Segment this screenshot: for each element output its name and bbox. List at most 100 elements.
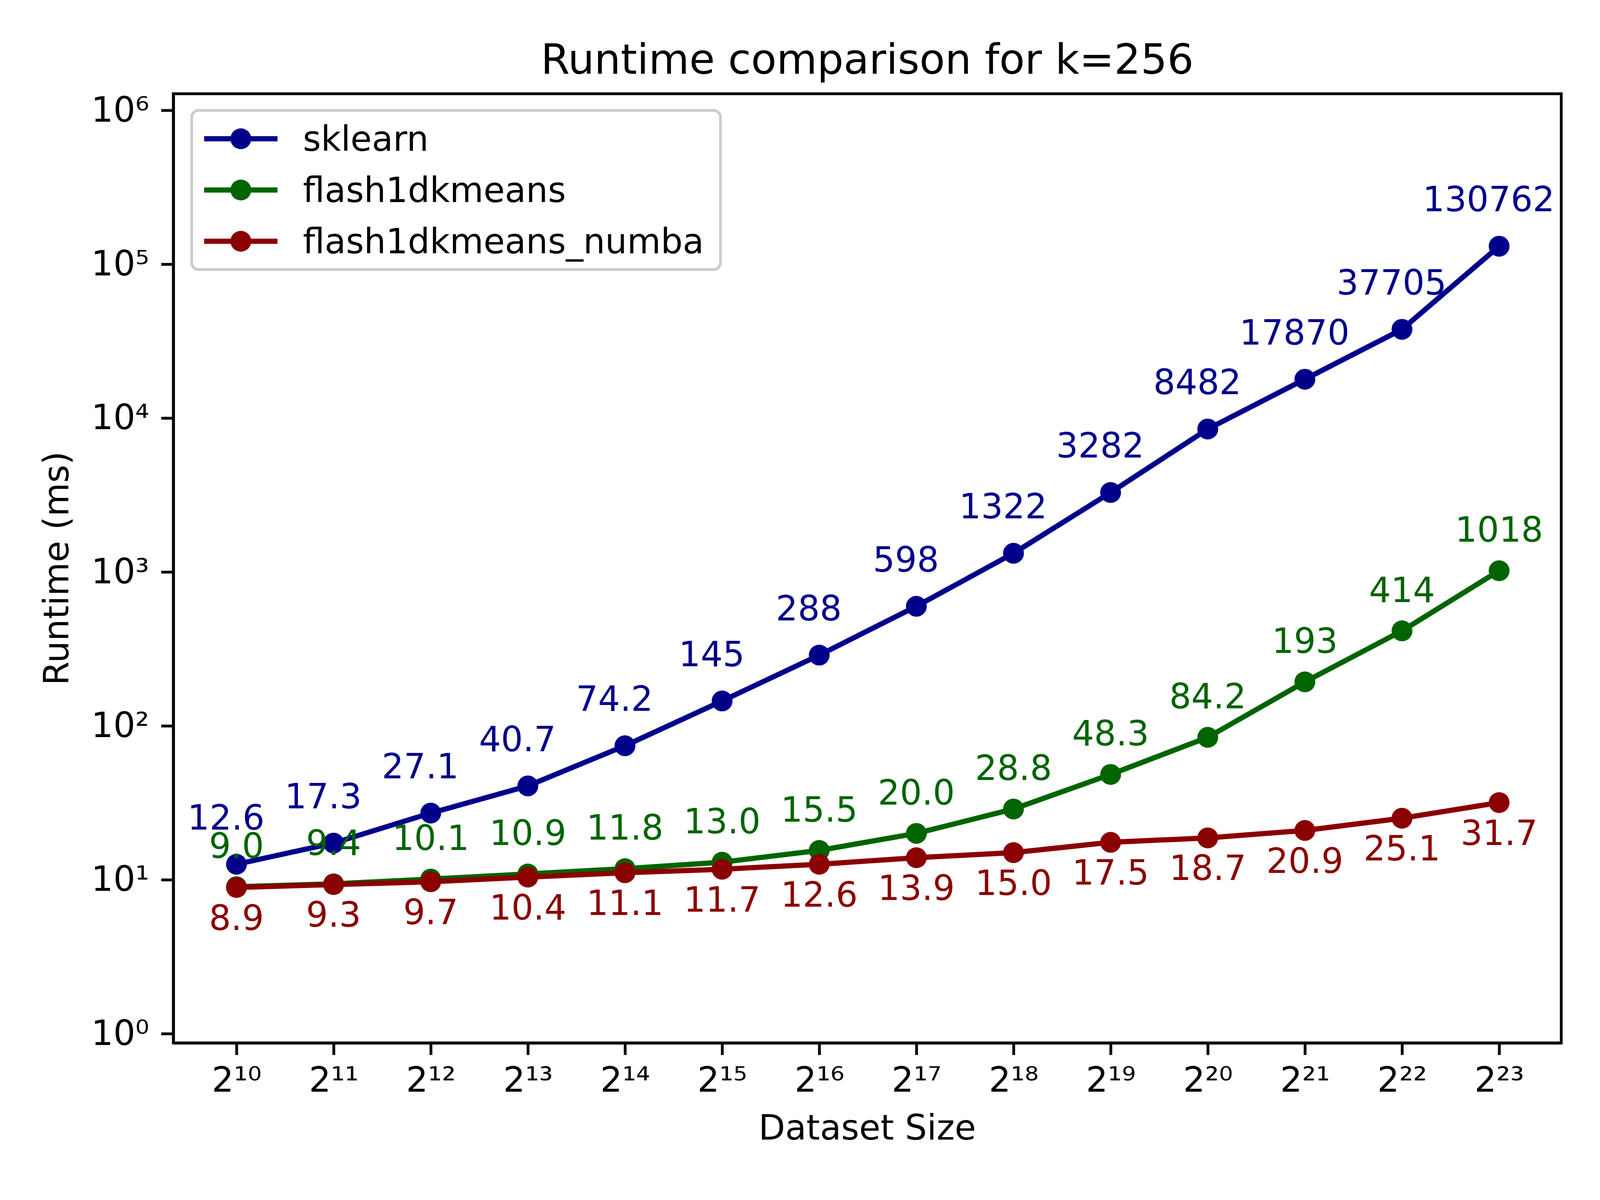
data-label: 3282 [1056, 425, 1145, 466]
data-label: 18.7 [1169, 847, 1247, 889]
point [1100, 832, 1121, 853]
x-tick: 2¹⁶ [794, 1042, 845, 1100]
x-tick-mark [915, 1042, 918, 1055]
legend-label: flash1dkmeans [302, 170, 566, 211]
y-tick-label: 10³ [91, 551, 150, 592]
x-tick-mark [429, 1042, 433, 1055]
data-label: 414 [1369, 570, 1435, 611]
x-tick-label: 2¹² [406, 1059, 456, 1100]
x-tick-mark [1109, 1042, 1113, 1055]
title: Runtime comparison for k=256 [540, 35, 1194, 84]
data-label: 9.3 [306, 894, 362, 935]
plot: 2¹⁰2¹¹2¹²2¹³2¹⁴2¹⁵2¹⁶2¹⁷2¹⁸2¹⁹2²⁰2²¹2²²2… [91, 89, 1562, 1100]
point [1488, 560, 1510, 582]
data-label: 8.9 [209, 897, 265, 939]
data-label: 193 [1271, 620, 1338, 662]
x-tick: 2¹³ [503, 1042, 553, 1100]
data-label: 11.1 [586, 882, 664, 924]
x-tick-mark [1497, 1042, 1501, 1055]
x-tick-label: 2²⁰ [1182, 1059, 1233, 1100]
legend-item: sklearn [204, 118, 429, 160]
data-label: 9.0 [209, 825, 265, 867]
data-label: 9.4 [306, 822, 362, 864]
point [1100, 764, 1121, 785]
legend-label: flash1dkmeans_numba [302, 221, 704, 262]
x-tick: 2¹⁵ [697, 1042, 748, 1100]
x-tick-label: 2¹³ [503, 1059, 553, 1100]
point [905, 595, 927, 617]
point [711, 858, 733, 880]
legend-marker [230, 179, 252, 201]
series-line [236, 570, 1500, 887]
point [1488, 235, 1510, 257]
x-tick: 2¹⁷ [891, 1042, 942, 1100]
data-label: 13.9 [877, 867, 955, 909]
y-tick-label: 10¹ [91, 858, 150, 900]
x-tick: 2¹⁹ [1085, 1042, 1136, 1100]
y-tick-mark [161, 262, 174, 266]
point [517, 775, 539, 797]
point [905, 822, 927, 844]
x-tick: 2¹⁰ [211, 1042, 262, 1100]
x-tick-mark [1206, 1042, 1210, 1055]
x-tick-label: 2¹⁶ [794, 1059, 845, 1100]
x-tick-mark [235, 1042, 239, 1055]
point [1197, 727, 1219, 748]
point [420, 871, 442, 893]
legend-frame [191, 110, 721, 270]
point [1197, 418, 1219, 440]
data-label: 10.4 [489, 887, 567, 928]
data-label: 40.7 [478, 719, 556, 760]
legend: sklearn flash1dkmeans flash1dkmeans_numba [191, 110, 721, 270]
y-tick-label: 10⁰ [91, 1012, 150, 1054]
x-tick-label: 2¹⁹ [1085, 1059, 1136, 1100]
y-tick: 10¹ [91, 858, 174, 900]
y-tick-label: 10⁴ [91, 397, 150, 438]
data-label: 25.1 [1363, 828, 1441, 869]
data-label: 15.0 [975, 862, 1053, 904]
y-tick-mark [161, 724, 174, 728]
data-label: 288 [775, 588, 842, 629]
y-tick-mark [161, 570, 174, 574]
data-label: 1018 [1455, 509, 1543, 550]
x-tick-label: 2¹⁴ [600, 1059, 650, 1100]
data-label: 37705 [1336, 262, 1447, 303]
y-tick: 10⁰ [91, 1012, 174, 1054]
x-tick-mark [623, 1042, 627, 1055]
y-tick-label: 10⁶ [91, 89, 150, 130]
point [226, 877, 248, 898]
x-tick: 2²⁰ [1182, 1042, 1233, 1100]
x-tick-mark [1012, 1042, 1016, 1055]
data-label: 74.2 [576, 678, 654, 720]
y-axis: 10⁰ 10¹ 10² 10³ 10⁴ 10⁵ 10⁶ [91, 89, 174, 1054]
data-label: 48.3 [1072, 713, 1150, 754]
data-label: 20.0 [877, 772, 955, 813]
x-tick-label: 2¹⁰ [211, 1059, 262, 1100]
data-label: 145 [678, 634, 745, 675]
y-tick-mark [161, 109, 174, 113]
data-label: 13.0 [683, 801, 761, 842]
x-axis: 2¹⁰2¹¹2¹²2¹³2¹⁴2¹⁵2¹⁶2¹⁷2¹⁸2¹⁹2²⁰2²¹2²²2… [173, 1042, 1562, 1100]
y-tick: 10⁶ [91, 89, 174, 130]
point [808, 644, 830, 666]
legend-item: flash1dkmeans_numba [204, 221, 704, 262]
x-tick-mark [720, 1042, 724, 1055]
point [1294, 368, 1316, 390]
data-label: 17.5 [1072, 852, 1150, 893]
point [1100, 482, 1121, 503]
x-tick-label: 2¹⁸ [988, 1059, 1039, 1100]
data-label: 130762 [1422, 179, 1555, 220]
plot-frame [173, 93, 1562, 1043]
point [614, 735, 636, 757]
x-tick-mark [526, 1042, 530, 1055]
y-tick: 10⁵ [91, 243, 174, 284]
point [1391, 318, 1413, 340]
data-label: 598 [872, 539, 939, 580]
data-label: 28.8 [975, 747, 1053, 789]
point [1002, 542, 1024, 564]
legend-marker [230, 230, 252, 252]
x-tick-mark [1400, 1042, 1404, 1055]
point [1002, 798, 1024, 820]
y-tick: 10² [91, 705, 174, 746]
x-tick-label: 2¹⁷ [891, 1059, 942, 1100]
